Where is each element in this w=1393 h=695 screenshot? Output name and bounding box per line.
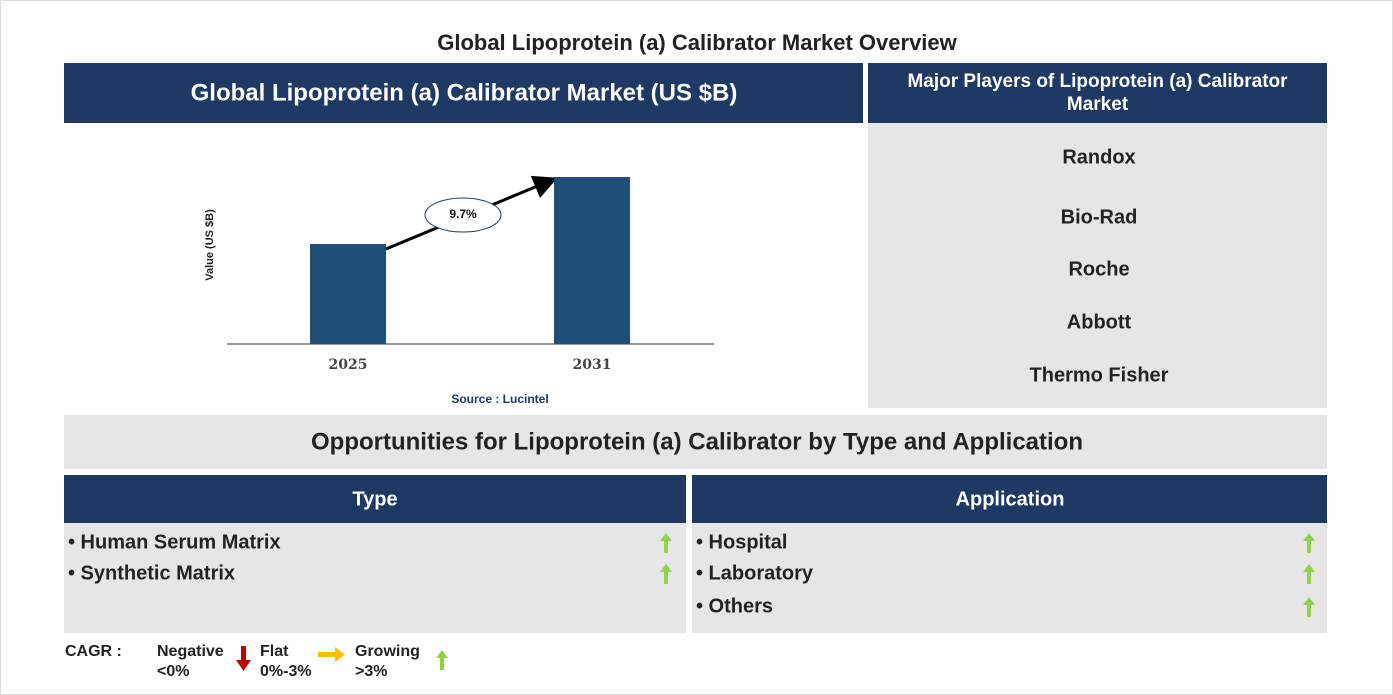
player-name: Randox [1062, 146, 1135, 168]
player-name: Abbott [1067, 311, 1132, 333]
cagr-bubble [424, 197, 502, 233]
application-title: Application [956, 488, 1065, 510]
chart-header [64, 63, 863, 123]
y-axis-label: Value (US $B) [204, 209, 216, 281]
chart-title: Global Lipoprotein (a) Calibrator Market… [191, 79, 738, 106]
players-panel [868, 123, 1327, 408]
type-item: • Synthetic Matrix [68, 562, 235, 584]
legend-name: Growing [355, 643, 420, 660]
x-tick-label: 2025 [329, 357, 368, 373]
type-title: Type [352, 488, 397, 510]
legend-range: <0% [157, 663, 189, 680]
flat-icon [318, 647, 345, 662]
legend-range: >3% [355, 663, 387, 680]
growth-icon [1303, 564, 1315, 584]
x-tick-label: 2031 [573, 357, 612, 373]
application-item: • Others [696, 595, 773, 617]
application-item: • Laboratory [696, 562, 814, 584]
cagr-annotation: 9.7% [449, 207, 477, 221]
bar [310, 244, 386, 344]
player-name: Bio-Rad [1061, 206, 1138, 228]
players-title-box: Major Players of Lipoprotein (a) Calibra… [907, 71, 1288, 115]
legend-name: Negative [157, 643, 224, 660]
growth-icon [660, 564, 672, 584]
player-name: Roche [1068, 258, 1129, 280]
players-header [868, 63, 1327, 123]
page-title: Global Lipoprotein (a) Calibrator Market… [437, 30, 957, 55]
cagr-label: CAGR : [65, 643, 122, 660]
source: Source : Lucintel [451, 392, 548, 406]
type-header [64, 475, 686, 523]
opportunities-band [64, 415, 1327, 469]
application-panel [692, 523, 1327, 633]
type-panel [64, 523, 686, 633]
legend-name: Flat [260, 643, 289, 660]
application-header [692, 475, 1327, 523]
opportunities-title: Opportunities for Lipoprotein (a) Calibr… [311, 428, 1083, 455]
bar [554, 177, 630, 344]
growth-icon [660, 533, 672, 553]
growth-icon [1303, 597, 1315, 617]
growth-icon [1303, 533, 1315, 553]
player-name: Thermo Fisher [1030, 364, 1169, 386]
application-item: • Hospital [696, 531, 787, 553]
type-item: • Human Serum Matrix [68, 531, 281, 553]
negative-icon [236, 646, 251, 671]
players-title: Major Players of Lipoprotein (a) Calibra… [907, 71, 1288, 115]
growth-icon [436, 650, 448, 670]
legend-range: 0%-3% [260, 663, 312, 680]
